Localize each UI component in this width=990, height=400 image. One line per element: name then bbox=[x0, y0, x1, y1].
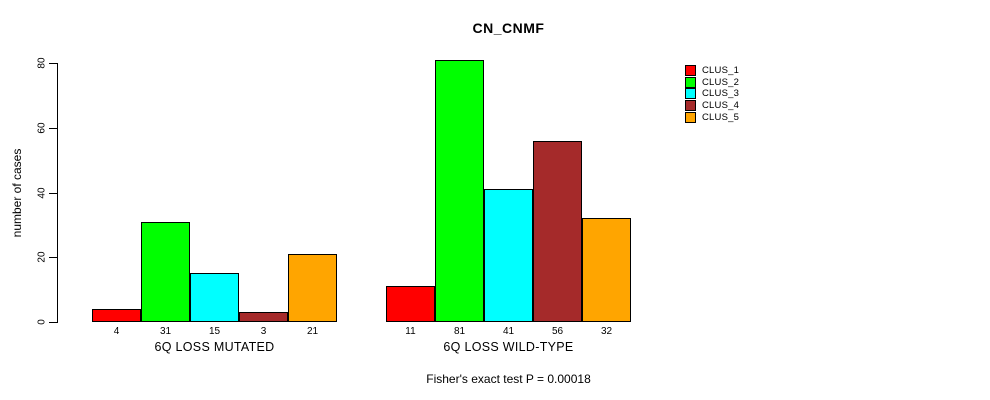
y-axis-tick-label: 80 bbox=[36, 57, 48, 69]
bar-value-label: 56 bbox=[551, 326, 564, 337]
y-axis-tick bbox=[49, 62, 57, 64]
bar-value-label: 21 bbox=[306, 326, 319, 337]
y-axis-tick-label: 20 bbox=[36, 251, 48, 263]
legend-label: CLUS_4 bbox=[702, 100, 740, 112]
legend-item-clus_4: CLUS_4 bbox=[685, 100, 739, 112]
bar-value-label: 11 bbox=[405, 326, 416, 337]
legend-swatch-clus_4 bbox=[685, 100, 696, 112]
chart-title: CN_CNMF bbox=[472, 20, 545, 36]
legend-swatch-clus_5 bbox=[685, 111, 696, 123]
legend-item-clus_3: CLUS_3 bbox=[685, 88, 739, 100]
bar-value-label: 4 bbox=[113, 326, 120, 337]
y-axis-tick-label: 60 bbox=[36, 122, 48, 134]
bar-clus_4-group1 bbox=[239, 312, 288, 322]
bar-clus_5-group1 bbox=[288, 254, 337, 322]
category-label-wildtype: 6Q LOSS WILD-TYPE bbox=[443, 340, 574, 354]
legend-label: CLUS_1 bbox=[702, 65, 740, 77]
legend-item-clus_2: CLUS_2 bbox=[685, 76, 740, 89]
bar-value-label: 81 bbox=[453, 326, 466, 337]
bar-value-label: 31 bbox=[159, 326, 172, 337]
bar-value-label: 41 bbox=[502, 326, 515, 337]
bar-value-label: 15 bbox=[208, 326, 221, 337]
y-axis-line bbox=[57, 63, 58, 323]
bar-clus_1-group2 bbox=[386, 286, 435, 322]
category-label-mutated: 6Q LOSS MUTATED bbox=[154, 340, 275, 354]
y-axis-tick bbox=[49, 127, 57, 129]
fisher-test-annotation: Fisher's exact test P = 0.00018 bbox=[426, 372, 591, 386]
y-axis-tick bbox=[49, 321, 57, 323]
legend-label: CLUS_2 bbox=[702, 76, 740, 88]
bar-clus_1-group1 bbox=[92, 309, 141, 322]
bar-value-label: 32 bbox=[600, 326, 613, 337]
y-axis-tick bbox=[49, 192, 57, 194]
bar-clus_2-group1 bbox=[141, 222, 190, 322]
bar-clus_2-group2 bbox=[435, 60, 484, 322]
legend-label: CLUS_3 bbox=[702, 88, 740, 100]
y-axis-label: number of cases bbox=[10, 148, 24, 238]
y-axis-tick-label: 40 bbox=[36, 187, 48, 199]
y-axis-tick bbox=[49, 256, 57, 258]
bar-clus_4-group2 bbox=[533, 141, 582, 322]
legend-item-clus_5: CLUS_5 bbox=[685, 111, 739, 123]
legend-item-clus_1: CLUS_1 bbox=[685, 65, 739, 77]
y-axis-tick-label: 0 bbox=[36, 319, 48, 325]
bar-value-label: 3 bbox=[260, 326, 267, 337]
bar-clus_5-group2 bbox=[582, 218, 631, 322]
bar-clus_3-group1 bbox=[190, 273, 239, 322]
legend: CLUS_1 CLUS_2 CLUS_3 CLUS_4 CLUS_5 bbox=[685, 65, 739, 123]
bar-clus_3-group2 bbox=[484, 189, 533, 322]
legend-label: CLUS_5 bbox=[702, 111, 740, 123]
legend-swatch-clus_3 bbox=[685, 88, 696, 100]
legend-swatch-clus_1 bbox=[685, 65, 696, 77]
legend-swatch-clus_2 bbox=[685, 76, 696, 88]
